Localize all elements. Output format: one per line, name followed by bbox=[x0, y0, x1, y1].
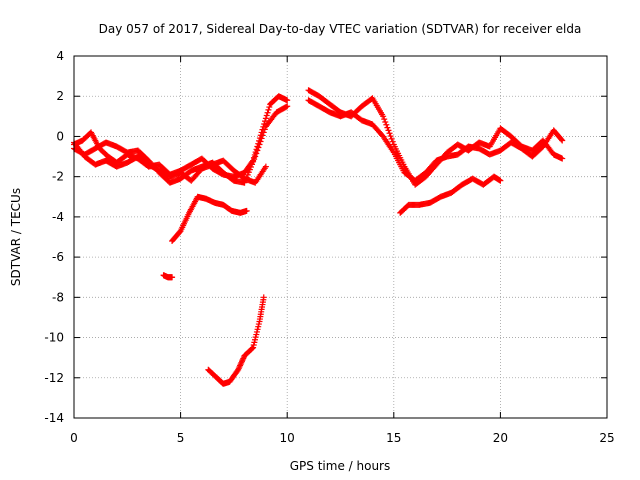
x-tick-label: 20 bbox=[493, 431, 508, 445]
data-point bbox=[247, 164, 254, 171]
data-point bbox=[251, 156, 258, 163]
series-track-c bbox=[71, 139, 269, 186]
data-point bbox=[559, 137, 566, 144]
data-point bbox=[264, 109, 271, 116]
data-point bbox=[251, 339, 258, 346]
y-tick-label: -14 bbox=[44, 411, 64, 425]
chart-title: Day 057 of 2017, Sidereal Day-to-day VTE… bbox=[99, 22, 582, 36]
series-track-d bbox=[305, 87, 566, 188]
series-track-g bbox=[169, 193, 250, 245]
data-point bbox=[284, 103, 291, 110]
data-point bbox=[262, 163, 269, 170]
data-point bbox=[257, 138, 264, 145]
y-tick-label: 4 bbox=[56, 49, 64, 63]
series-track-f bbox=[397, 173, 504, 216]
y-tick-label: -2 bbox=[52, 170, 64, 184]
data-point bbox=[249, 161, 256, 168]
series-track-i bbox=[205, 294, 267, 387]
data-point bbox=[246, 166, 253, 173]
data-point bbox=[255, 323, 262, 330]
data-point bbox=[261, 126, 268, 133]
data-point bbox=[260, 294, 267, 301]
x-tick-label: 25 bbox=[599, 431, 614, 445]
data-point bbox=[252, 336, 259, 343]
data-point bbox=[250, 158, 257, 165]
data-point bbox=[243, 207, 250, 214]
x-axis-label: GPS time / hours bbox=[290, 459, 391, 473]
data-point bbox=[256, 141, 263, 148]
data-point bbox=[497, 177, 504, 184]
x-tick-label: 15 bbox=[386, 431, 401, 445]
data-point bbox=[381, 116, 388, 123]
data-point bbox=[384, 124, 391, 131]
y-tick-label: -12 bbox=[44, 371, 64, 385]
data-point bbox=[284, 97, 291, 104]
data-point bbox=[385, 127, 392, 134]
y-tick-label: -4 bbox=[52, 210, 64, 224]
axis-ticks: 0 5 10 15 20 25 -14 -12 -10 -8 -6 -4 -2 0 2 4 bbox=[44, 49, 614, 445]
data-point bbox=[169, 274, 176, 281]
data-point bbox=[244, 171, 251, 178]
y-tick-label: 2 bbox=[56, 89, 64, 103]
data-point bbox=[255, 321, 262, 328]
data-point bbox=[389, 138, 396, 145]
data-point bbox=[258, 135, 265, 142]
x-tick-label: 0 bbox=[70, 431, 78, 445]
data-point bbox=[254, 147, 261, 154]
data-point bbox=[266, 104, 273, 111]
series-track-e bbox=[305, 97, 566, 184]
data-point bbox=[263, 112, 270, 119]
y-tick-label: -6 bbox=[52, 250, 64, 264]
data-point bbox=[250, 341, 257, 348]
data-point bbox=[262, 115, 269, 122]
y-axis-label: SDTVAR / TECUs bbox=[9, 188, 23, 286]
data-point bbox=[386, 130, 393, 137]
gridlines bbox=[74, 56, 607, 418]
y-tick-label: -8 bbox=[52, 290, 64, 304]
series-track-h bbox=[160, 272, 176, 281]
data-point bbox=[388, 135, 395, 142]
plot-frame bbox=[73, 55, 608, 419]
data-point bbox=[380, 113, 387, 120]
data-point bbox=[382, 118, 389, 125]
data-point bbox=[383, 121, 390, 128]
data-point bbox=[260, 129, 267, 136]
data-point bbox=[559, 155, 566, 162]
data-point bbox=[253, 328, 260, 335]
data-point bbox=[253, 150, 260, 157]
data-point bbox=[283, 103, 290, 110]
data-point bbox=[245, 169, 252, 176]
data-points bbox=[71, 87, 566, 387]
x-tick-label: 10 bbox=[280, 431, 295, 445]
data-point bbox=[255, 144, 262, 151]
data-point bbox=[558, 136, 565, 143]
data-point bbox=[254, 326, 261, 333]
x-tick-label: 5 bbox=[177, 431, 185, 445]
data-point bbox=[252, 334, 259, 341]
data-point bbox=[250, 344, 257, 351]
y-tick-label: -10 bbox=[44, 331, 64, 345]
data-point bbox=[265, 106, 272, 113]
data-point bbox=[252, 153, 259, 160]
data-point bbox=[387, 133, 394, 140]
data-point bbox=[259, 132, 266, 139]
data-point bbox=[253, 331, 260, 338]
data-point bbox=[249, 345, 256, 352]
y-tick-label: 0 bbox=[56, 129, 64, 143]
